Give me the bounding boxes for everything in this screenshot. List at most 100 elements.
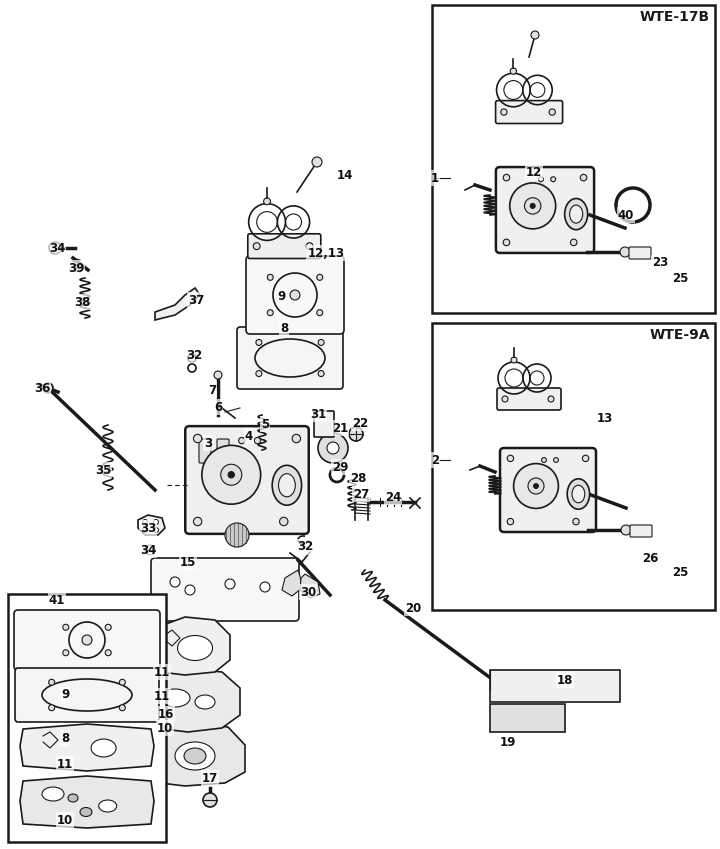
Circle shape (145, 545, 155, 555)
Circle shape (194, 435, 202, 442)
Circle shape (203, 793, 217, 807)
Circle shape (531, 31, 539, 39)
Circle shape (312, 157, 322, 167)
Ellipse shape (160, 689, 190, 707)
Circle shape (554, 458, 559, 463)
Text: 12,13: 12,13 (307, 246, 345, 260)
Text: 10: 10 (57, 813, 73, 826)
Circle shape (570, 239, 577, 245)
FancyBboxPatch shape (314, 411, 334, 437)
Circle shape (225, 523, 249, 547)
Text: 30: 30 (300, 586, 316, 599)
Circle shape (510, 183, 556, 229)
Circle shape (513, 464, 559, 509)
Circle shape (582, 455, 589, 462)
Ellipse shape (42, 787, 64, 801)
Circle shape (503, 174, 510, 181)
Text: 8: 8 (61, 732, 69, 745)
Text: 1: 1 (431, 171, 439, 184)
Bar (432, 5, 715, 313)
Circle shape (530, 204, 535, 208)
Bar (490, 670, 620, 702)
Circle shape (534, 484, 539, 488)
Ellipse shape (80, 807, 92, 817)
Text: 39: 39 (68, 261, 84, 274)
Circle shape (82, 635, 92, 645)
Text: 6: 6 (214, 401, 222, 413)
Text: 34: 34 (49, 241, 66, 255)
FancyBboxPatch shape (495, 100, 562, 123)
Circle shape (317, 310, 323, 316)
Circle shape (620, 247, 630, 257)
Ellipse shape (178, 636, 212, 661)
Text: 27: 27 (353, 487, 369, 501)
Circle shape (194, 517, 202, 526)
Circle shape (49, 679, 55, 685)
Text: 40: 40 (618, 209, 634, 222)
Ellipse shape (175, 742, 215, 770)
Polygon shape (20, 724, 154, 771)
Polygon shape (282, 570, 302, 596)
Text: 5: 5 (261, 418, 269, 430)
Text: 19: 19 (500, 735, 516, 749)
Text: WTE-9A: WTE-9A (649, 328, 710, 342)
Circle shape (507, 455, 513, 462)
Circle shape (510, 68, 516, 74)
FancyBboxPatch shape (185, 426, 309, 534)
Text: 18: 18 (557, 673, 573, 687)
Text: 17: 17 (202, 772, 218, 784)
Circle shape (264, 198, 271, 205)
Text: 28: 28 (350, 471, 366, 485)
Polygon shape (155, 288, 200, 320)
FancyBboxPatch shape (217, 439, 229, 463)
Circle shape (153, 527, 158, 532)
Text: 22: 22 (352, 417, 368, 430)
Circle shape (256, 370, 262, 377)
Circle shape (317, 274, 323, 280)
Polygon shape (142, 668, 240, 732)
Circle shape (260, 582, 270, 592)
Ellipse shape (570, 205, 582, 223)
Bar (8, 594, 166, 842)
Circle shape (256, 340, 262, 346)
Text: 15: 15 (180, 555, 196, 569)
Circle shape (143, 527, 148, 532)
FancyBboxPatch shape (199, 439, 211, 463)
Text: 20: 20 (405, 601, 421, 615)
Text: 16: 16 (158, 707, 174, 721)
Polygon shape (20, 776, 154, 828)
Text: 11: 11 (154, 689, 170, 702)
Circle shape (511, 357, 517, 363)
Text: 7: 7 (208, 384, 216, 396)
FancyBboxPatch shape (630, 525, 652, 537)
Ellipse shape (564, 199, 588, 230)
Ellipse shape (272, 465, 302, 505)
Circle shape (225, 579, 235, 589)
Text: 33: 33 (140, 521, 156, 535)
Circle shape (49, 242, 61, 254)
Circle shape (549, 109, 555, 115)
Text: 38: 38 (74, 295, 90, 308)
Ellipse shape (279, 474, 295, 497)
Circle shape (228, 471, 235, 478)
Polygon shape (148, 617, 230, 675)
Circle shape (267, 310, 274, 316)
Circle shape (290, 290, 300, 300)
Text: 31: 31 (310, 408, 326, 420)
Text: 13: 13 (597, 412, 613, 424)
Text: 12: 12 (526, 166, 542, 178)
Circle shape (503, 239, 510, 245)
Bar (432, 323, 715, 610)
Ellipse shape (195, 695, 215, 709)
Circle shape (202, 446, 261, 504)
Circle shape (306, 243, 313, 250)
Ellipse shape (91, 739, 116, 757)
Circle shape (253, 243, 260, 250)
Circle shape (318, 433, 348, 463)
Circle shape (551, 177, 556, 182)
Circle shape (349, 427, 363, 441)
Text: 35: 35 (95, 464, 111, 476)
Circle shape (318, 370, 324, 377)
Text: 2: 2 (431, 453, 439, 466)
Circle shape (580, 174, 587, 181)
